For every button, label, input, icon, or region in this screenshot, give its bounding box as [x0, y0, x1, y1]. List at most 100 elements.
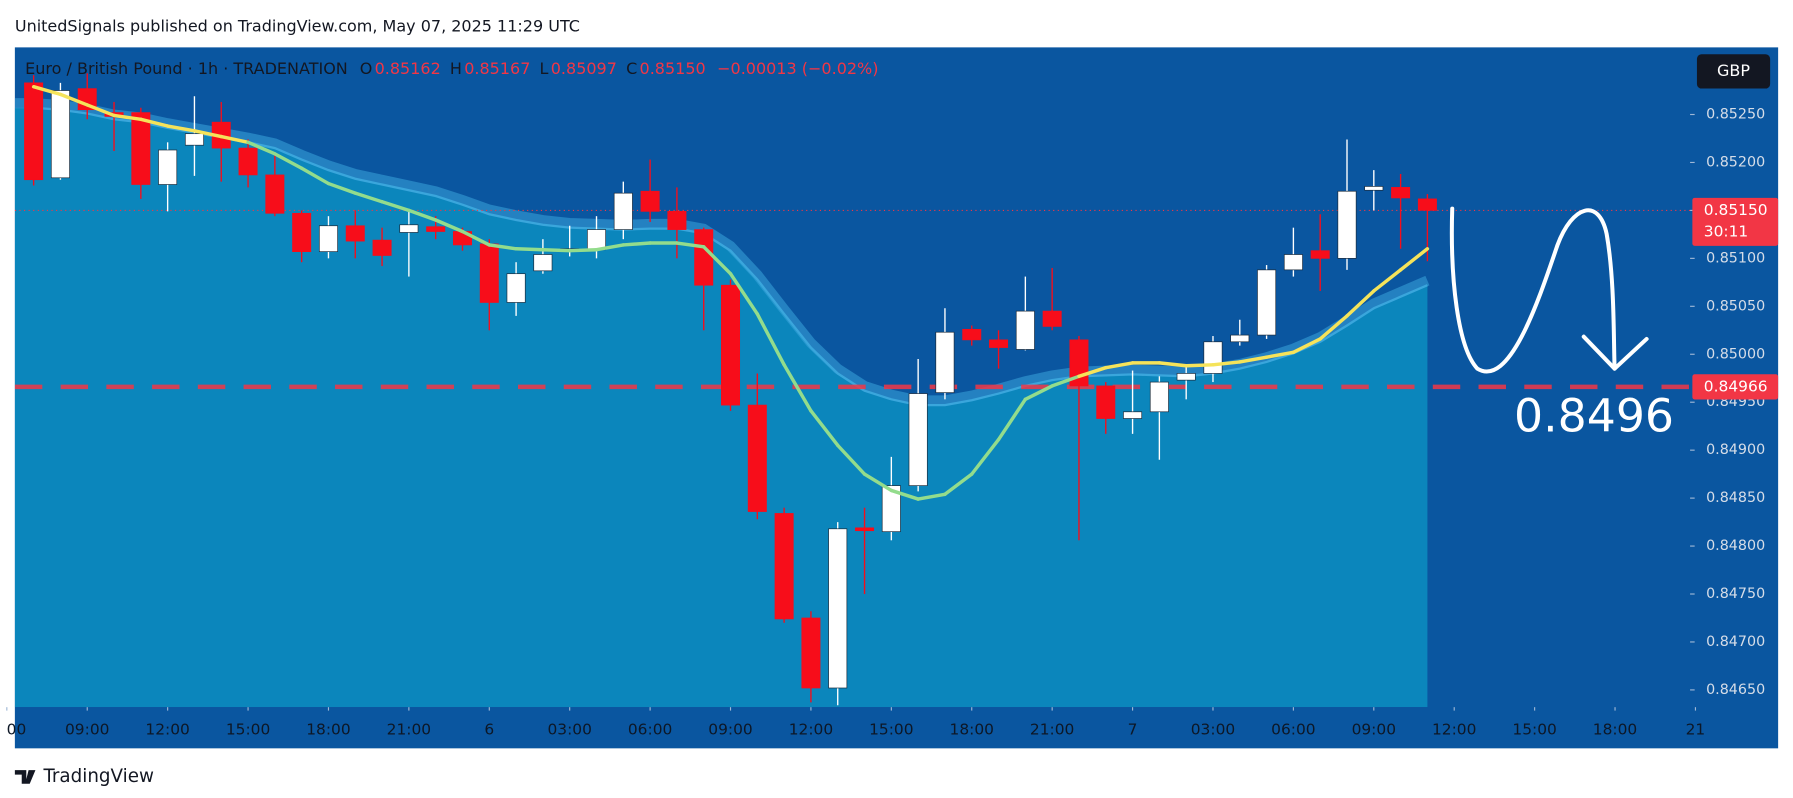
- candle-body: [828, 528, 848, 689]
- x-tick-label: 15:00: [226, 721, 270, 739]
- x-tick-label: 03:00: [547, 721, 591, 739]
- ma-fast-segment: [621, 241, 652, 247]
- candle-body: [426, 226, 446, 232]
- y-tick-label: 0.85200: [1706, 154, 1765, 170]
- ma-fast-segment: [862, 472, 894, 493]
- candle-body: [1257, 269, 1277, 336]
- candle-body: [372, 239, 392, 256]
- candle-body: [640, 190, 660, 212]
- ma-fast-segment: [299, 166, 331, 186]
- x-tick-label: 12:00: [789, 721, 833, 739]
- x-tick-label: 06:00: [628, 721, 672, 739]
- currency-badge[interactable]: [1696, 54, 1771, 89]
- plot-area: [14, 73, 1691, 708]
- candle-body: [1391, 187, 1411, 199]
- ma-slow-band: [14, 98, 1430, 406]
- candle-body: [292, 212, 312, 252]
- brand-name: TradingView: [42, 766, 154, 787]
- ma-fast-segment: [31, 84, 63, 97]
- candle-body: [506, 273, 526, 303]
- ma-fast-segment: [514, 247, 545, 252]
- candle-body: [1230, 334, 1250, 343]
- x-tick-label: 21:00: [1030, 721, 1074, 739]
- x-tick-label: 18:00: [1593, 721, 1637, 739]
- x-tick-label: 15:00: [1512, 721, 1556, 739]
- candle-body: [881, 485, 901, 533]
- y-tick-label: 0.85100: [1706, 250, 1765, 266]
- candle-body: [1015, 310, 1035, 350]
- level-tag: [1692, 374, 1779, 400]
- ma-fast-segment: [836, 443, 867, 476]
- ma-fast-segment: [1104, 361, 1135, 370]
- x-tick-label: 12:00: [145, 721, 189, 739]
- candle-body: [935, 331, 955, 393]
- ma-fast-segment: [675, 241, 706, 249]
- ma-fast-segment: [1291, 337, 1322, 355]
- ma-fast-segment: [541, 248, 572, 253]
- current-price-label: 0.85150: [1704, 201, 1768, 219]
- candle-body: [908, 393, 928, 486]
- candle-body: [1096, 385, 1116, 419]
- ma-fast-segment: [1211, 360, 1242, 367]
- candle-body: [50, 90, 70, 179]
- y-tick-label: 0.84750: [1706, 586, 1765, 602]
- ma-fast-segment: [1264, 350, 1296, 359]
- ma-fast-segment: [273, 152, 304, 170]
- candle-body: [131, 112, 151, 185]
- ma-fast-segment: [728, 271, 760, 316]
- legend-key: O: [360, 59, 373, 78]
- ma-fast-segment: [85, 103, 116, 118]
- x-tick-label: 21:00: [387, 721, 431, 739]
- ma-fast-segment: [970, 437, 1001, 476]
- y-tick-label: 0.84850: [1706, 490, 1765, 506]
- candle-body: [613, 192, 633, 230]
- ma-fast-segment: [1157, 361, 1188, 368]
- y-tick-label: 0.84800: [1706, 538, 1765, 554]
- x-tick-label: 21: [1686, 721, 1706, 739]
- candle-body: [345, 225, 365, 242]
- ma-fast-segment: [1398, 247, 1430, 272]
- ma-fast-segment: [996, 397, 1028, 442]
- x-tick-label: 09:00: [708, 721, 752, 739]
- arrow-drawing: [1449, 206, 1649, 374]
- x-tick-label: 03:00: [1191, 721, 1235, 739]
- ma-fast-segment: [58, 92, 89, 107]
- x-tick-label: 7: [1128, 721, 1138, 739]
- ma-fast-segment: [165, 124, 197, 133]
- candle-body: [1149, 381, 1169, 413]
- candle-body: [855, 527, 875, 532]
- ma-fast-segment: [460, 229, 492, 247]
- annotation: 0.8496: [1514, 390, 1674, 443]
- countdown: 30:11: [1704, 223, 1748, 241]
- ma-fast-segment: [1238, 355, 1269, 364]
- candle-body: [399, 224, 419, 233]
- ma-fast-segment: [1077, 365, 1108, 379]
- ma-fast-segment: [755, 312, 786, 367]
- x-tick-label: 18:00: [950, 721, 994, 739]
- legend-key: L: [540, 59, 549, 78]
- y-tick-label: 0.84900: [1706, 442, 1765, 458]
- candle-body: [1310, 250, 1330, 259]
- ma-fast-segment: [943, 472, 974, 496]
- level-label: 0.84966: [1704, 377, 1768, 395]
- candle-body: [533, 254, 553, 272]
- candle-body: [989, 339, 1009, 348]
- candle-body: [238, 147, 258, 176]
- ma-fast-segment: [407, 208, 438, 222]
- candle-body: [747, 404, 767, 512]
- brand: TradingView: [14, 766, 154, 787]
- ma-fast-segment: [567, 248, 599, 253]
- ma-fast-segment: [353, 191, 384, 204]
- ma-fast-segment: [594, 243, 626, 252]
- ma-fast-segment: [1318, 314, 1349, 341]
- ma-fast-segment: [487, 243, 518, 251]
- x-tick-label: 15:00: [869, 721, 913, 739]
- candle-body: [1176, 373, 1196, 381]
- y-tick-label: 0.85250: [1706, 107, 1765, 123]
- ma-fast-segment: [192, 129, 223, 139]
- legend-value: 0.85167: [464, 59, 530, 78]
- y-tick-label: 0.85050: [1706, 298, 1765, 314]
- x-tick-label: 18:00: [306, 721, 350, 739]
- x-tick-label: 12:00: [1432, 721, 1476, 739]
